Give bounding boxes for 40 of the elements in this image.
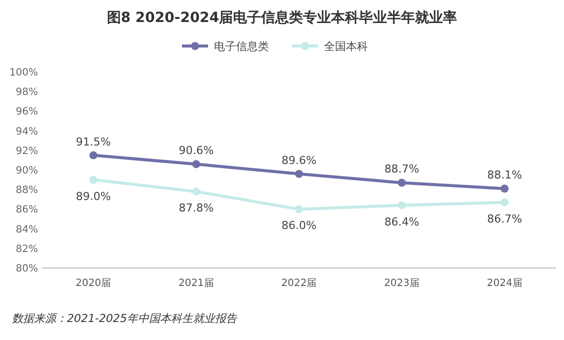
y-tick-label: 100% <box>9 68 38 78</box>
point <box>89 151 98 160</box>
point <box>398 178 406 187</box>
x-tick-label: 2022届 <box>281 278 317 289</box>
y-tick-label: 82% <box>16 244 38 255</box>
data-label: 90.6% <box>178 144 214 158</box>
data-label: 89.0% <box>76 190 111 203</box>
point <box>192 188 200 196</box>
legend-label: 电子信息类 <box>214 40 269 53</box>
y-tick-label: 86% <box>16 204 38 216</box>
x-tick-label: 2021届 <box>178 278 214 289</box>
data-label: 86.0% <box>282 219 316 232</box>
point <box>89 176 98 184</box>
y-tick-label: 98% <box>16 87 38 98</box>
y-tick-label: 94% <box>16 126 38 138</box>
point <box>398 201 406 210</box>
x-tick-label: 2024届 <box>486 278 522 289</box>
x-tick-label: 2023届 <box>384 278 420 289</box>
data-label: 89.6% <box>282 154 316 167</box>
x-tick-label: 2020届 <box>76 278 112 289</box>
legend-label: 全国本科 <box>324 40 368 53</box>
point <box>295 205 303 214</box>
data-label: 88.7% <box>384 162 420 176</box>
y-tick-label: 92% <box>16 146 38 157</box>
point <box>295 170 303 178</box>
y-tick-label: 96% <box>16 106 38 118</box>
point <box>500 184 509 193</box>
data-label: 86.7% <box>487 212 522 226</box>
point <box>192 160 200 168</box>
data-label: 88.1% <box>487 168 522 182</box>
point <box>500 198 509 206</box>
source-note: 数据来源：2021-2025年中国本科生就业报告 <box>12 312 238 325</box>
y-tick-label: 90% <box>16 166 38 176</box>
data-label: 91.5% <box>76 135 111 148</box>
data-label: 86.4% <box>384 215 420 228</box>
chart-title: 图8 2020-2024届电子信息类专业本科毕业半年就业率 <box>106 9 458 26</box>
y-tick-label: 80% <box>16 264 38 274</box>
y-tick-label: 84% <box>16 224 38 236</box>
data-label: 87.8% <box>178 202 214 215</box>
y-tick-label: 88% <box>16 185 38 196</box>
